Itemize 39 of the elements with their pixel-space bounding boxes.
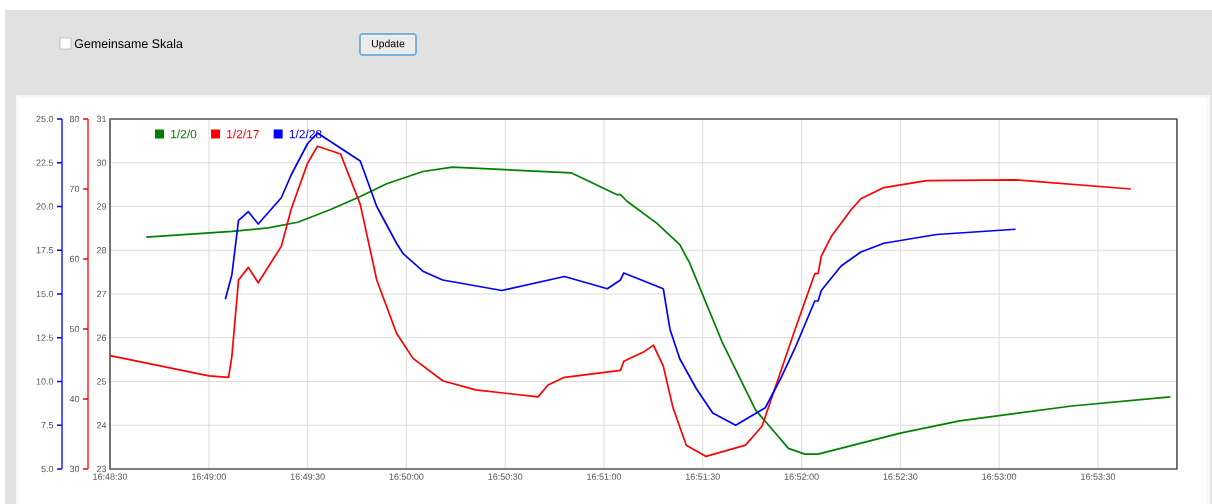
y2-tick-label: 40	[69, 395, 80, 403]
y3-tick-label: 12.5	[36, 334, 54, 341]
legend-label: 1/2/0	[171, 129, 197, 139]
x-tick-label: 16:49:30	[290, 473, 325, 480]
y-tick-label: 27	[96, 290, 107, 298]
y3-tick-label: 25.0	[36, 115, 54, 123]
x-tick-label: 16:49:00	[192, 473, 226, 480]
y-tick-label: 28	[96, 247, 107, 254]
y3-tick-label: 17.5	[36, 247, 54, 254]
y2-tick-label: 50	[69, 325, 80, 333]
y-tick-label: 29	[96, 203, 107, 210]
y3-tick-label: 5.0	[41, 465, 54, 473]
legend-label: 1/2/17	[227, 129, 259, 139]
x-tick-label: 16:50:00	[389, 473, 424, 480]
x-tick-label: 16:51:30	[685, 473, 720, 480]
y-tick-label: 23	[96, 465, 107, 473]
y2-tick-label: 70	[69, 185, 80, 193]
y-tick-label: 30	[96, 159, 107, 166]
text: Gemeinsame Skala	[74, 38, 183, 49]
x-tick-label: 16:50:30	[488, 473, 523, 480]
x-tick-label: 16:48:30	[93, 473, 128, 480]
y2-tick-label: 30	[69, 465, 80, 473]
y-tick-label: 25	[96, 378, 107, 385]
y-tick-label: 24	[96, 422, 107, 429]
x-tick-label: 16:53:30	[1081, 473, 1116, 480]
y2-tick-label: 80	[69, 115, 80, 123]
x-tick-label: 16:51:00	[587, 473, 622, 480]
y-tick-label: 31	[96, 115, 107, 123]
y3-tick-label: 15.0	[36, 290, 54, 298]
x-tick-label: 16:53:00	[982, 473, 1017, 480]
y3-tick-label: 22.5	[36, 159, 54, 166]
y3-tick-label: 7.5	[41, 422, 54, 429]
y3-tick-label: 10.0	[36, 378, 54, 385]
y2-tick-label: 60	[69, 255, 80, 263]
x-tick-label: 16:52:00	[784, 473, 819, 480]
y-tick-label: 26	[96, 334, 107, 341]
text: Update	[371, 39, 405, 50]
x-tick-label: 16:52:30	[883, 473, 918, 480]
y3-tick-label: 20.0	[36, 203, 54, 210]
